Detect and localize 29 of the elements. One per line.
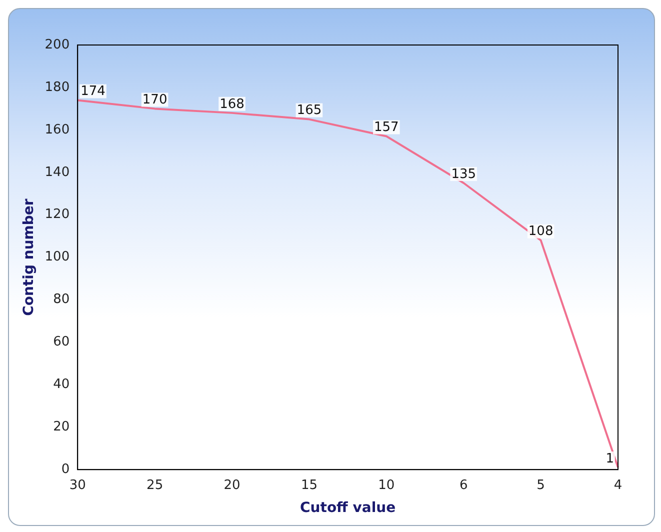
y-tick-label: 180 [44,80,70,95]
y-tick-label: 120 [44,207,70,222]
y-tick-label: 40 [53,377,70,392]
y-tick-label: 200 [44,37,70,52]
x-tick-label: 10 [378,478,395,493]
y-tick-label: 20 [53,420,70,435]
x-axis-title: Cutoff value [300,500,396,516]
data-label: 108 [528,224,554,240]
x-tick-label: 4 [614,478,622,493]
y-tick-label: 0 [61,462,70,477]
y-tick-label: 140 [44,164,70,180]
y-tick-label: 100 [44,250,70,265]
data-label: 157 [374,120,399,136]
x-tick-label: 5 [536,478,545,493]
y-tick-label: 80 [53,292,70,308]
y-tick-label: 160 [44,122,70,138]
data-label: 165 [296,103,322,118]
y-axis-title: Contig number [21,198,38,316]
data-label: 1 [606,451,614,466]
x-tick-label: 6 [459,478,468,493]
data-label: 135 [451,166,476,182]
data-label: 170 [142,92,168,108]
data-label: 174 [80,84,106,100]
x-tick-label: 30 [69,478,86,493]
y-tick-label: 60 [53,334,70,350]
x-tick-label: 20 [224,478,240,493]
data-label: 168 [220,96,244,112]
x-tick-label: 25 [146,478,164,493]
x-tick-label: 15 [300,478,318,493]
